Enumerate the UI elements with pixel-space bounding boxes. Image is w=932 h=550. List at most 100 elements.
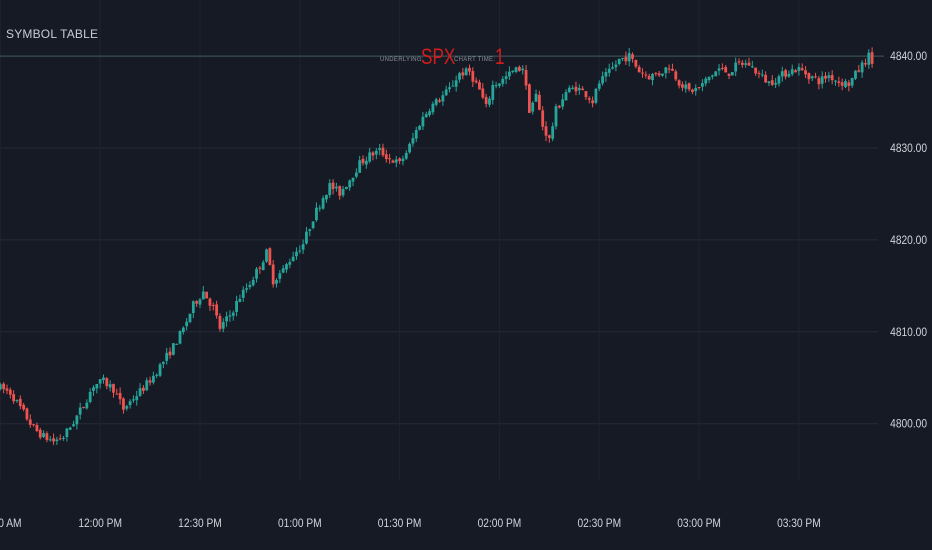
candle-body (654, 72, 658, 74)
candle-body (787, 73, 791, 77)
candle-body (807, 73, 811, 80)
candle-body (122, 398, 125, 410)
candle-body (171, 343, 175, 355)
candle-body (88, 391, 92, 403)
candle-body (484, 96, 488, 104)
candle-body (18, 398, 22, 407)
candle-body (614, 64, 618, 68)
candle-body (102, 377, 105, 381)
candle-body (28, 419, 32, 425)
candle-body (142, 387, 145, 391)
candle-body (508, 71, 511, 77)
candle-body (205, 291, 209, 299)
candle-body (744, 63, 748, 65)
candle-body (358, 160, 362, 173)
candle-body (155, 374, 159, 376)
candle-body (451, 85, 455, 87)
x-tick-label: 01:00 PM (278, 517, 322, 530)
candle-body (431, 103, 435, 113)
candle-body (261, 262, 265, 271)
candle-body (684, 84, 688, 89)
candle-body (315, 207, 318, 221)
candle-body (784, 70, 787, 77)
candle-body (298, 250, 302, 252)
time-axis[interactable]: 11:30 AM 12:00 PM 12:30 PM 01:00 PM 01:30 PM… (0, 517, 821, 530)
candle-body (760, 74, 764, 76)
candle-body (35, 425, 39, 431)
candle-body (737, 61, 741, 63)
candle-body (518, 66, 521, 71)
y-tick-label: 4840.00 (890, 50, 927, 63)
candle-body (458, 73, 461, 80)
candle-body (235, 301, 238, 313)
candle-body (601, 76, 604, 84)
grid-lines (0, 0, 878, 480)
candle-body (587, 98, 591, 100)
candle-body (381, 147, 385, 156)
candle-body (361, 158, 365, 164)
candle-body (594, 88, 598, 103)
candle-body (854, 70, 857, 79)
candle-body (281, 268, 285, 273)
candle-body (418, 125, 421, 130)
candle-body (138, 388, 142, 396)
candle-body (468, 67, 471, 72)
candle-body (118, 392, 122, 400)
candle-body (288, 262, 292, 265)
candle-body (62, 437, 65, 439)
candle-body (564, 92, 568, 101)
candle-body (454, 80, 458, 87)
candle-body (561, 99, 565, 107)
candle-body (0, 384, 2, 390)
candle-body (481, 88, 485, 98)
candle-body (714, 71, 718, 77)
candle-body (527, 84, 531, 113)
candle-body (374, 150, 378, 155)
x-tick-label: 02:30 PM (577, 517, 621, 530)
candle-body (817, 78, 821, 85)
price-axis[interactable]: 4840.00 4830.00 4820.00 4810.00 4800.00 (890, 50, 927, 431)
candle-body (285, 264, 288, 270)
candle-body (15, 400, 19, 402)
candle-body (165, 352, 169, 361)
candle-body (295, 251, 298, 257)
candle-body (132, 399, 135, 401)
candle-body (201, 291, 205, 300)
candle-body (837, 81, 841, 83)
candle-body (547, 135, 551, 138)
candle-body (674, 71, 678, 80)
candle-body (464, 68, 468, 76)
candle-body (22, 404, 26, 410)
candle-body (667, 68, 671, 70)
candle-body (814, 76, 817, 78)
candle-body (857, 70, 861, 72)
candle-body (504, 76, 508, 80)
candle-body (757, 72, 761, 74)
candle-body (624, 56, 628, 62)
candle-body (514, 67, 518, 72)
candle-body (581, 88, 585, 91)
candle-body (255, 268, 258, 279)
candle-body (724, 67, 728, 73)
candle-body (354, 172, 358, 177)
candle-body (661, 73, 664, 76)
candle-body (740, 62, 744, 65)
candle-body (238, 299, 242, 302)
candle-body (55, 439, 59, 442)
candle-body (181, 327, 185, 332)
candle-body (82, 406, 85, 408)
candle-body (591, 100, 595, 104)
candle-body (544, 126, 548, 136)
candle-body (151, 375, 155, 383)
candle-body (12, 394, 16, 402)
candle-body (677, 80, 681, 86)
candle-body (611, 67, 614, 69)
candle-body (554, 106, 558, 127)
candle-body (701, 83, 704, 87)
candle-body (178, 331, 182, 344)
candle-body (338, 185, 342, 196)
candle-body (434, 99, 438, 105)
candle-body (734, 62, 738, 72)
candle-body (75, 415, 79, 425)
